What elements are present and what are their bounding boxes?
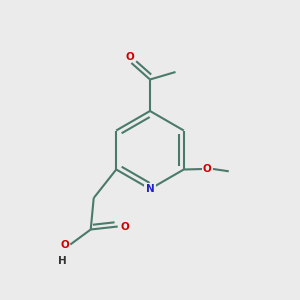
- Text: N: N: [146, 184, 154, 194]
- Text: O: O: [203, 164, 212, 174]
- Text: O: O: [60, 239, 69, 250]
- Text: H: H: [58, 256, 67, 266]
- Text: O: O: [120, 221, 129, 232]
- Text: O: O: [125, 52, 134, 61]
